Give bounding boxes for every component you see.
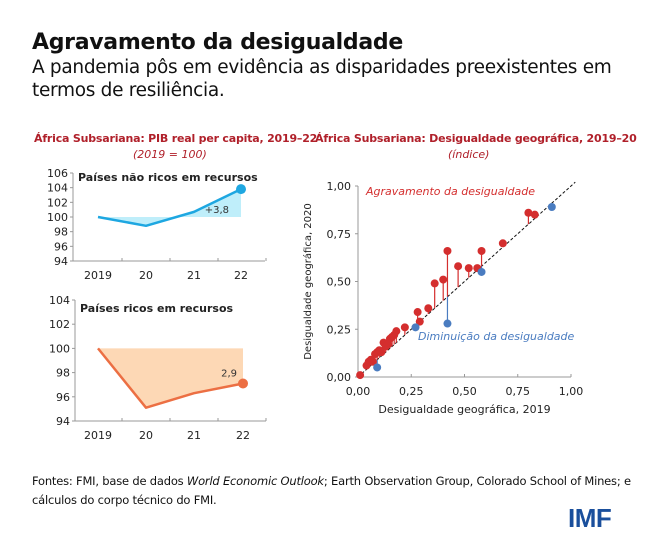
res-end-marker bbox=[238, 378, 248, 389]
nonres-y-tick-label: 100 bbox=[47, 211, 68, 224]
scatter-point-worsening bbox=[454, 262, 463, 271]
scatter-y-tick-label: 0,00 bbox=[327, 371, 352, 384]
scatter-point-worsening bbox=[368, 357, 377, 366]
nonres-y-tick-label: 104 bbox=[47, 182, 68, 195]
res-x-tick-label: 21 bbox=[187, 429, 201, 442]
res-x-tick-label: 2019 bbox=[84, 429, 112, 442]
scatter-x-axis-label: Desigualdade geográfica, 2019 bbox=[378, 403, 550, 416]
scatter-x-tick-label: 0,00 bbox=[346, 385, 371, 398]
nonres-y-tick-label: 94 bbox=[54, 255, 68, 268]
right-panel-subtitle: (índice) bbox=[448, 148, 490, 161]
scatter-point-improving bbox=[547, 203, 556, 212]
res-y-tick-label: 94 bbox=[56, 415, 70, 428]
scatter-point-worsening bbox=[524, 208, 533, 217]
scatter-y-tick-label: 0,50 bbox=[327, 276, 352, 289]
right-panel-title: África Subsariana: Desigualdade geográfi… bbox=[315, 132, 637, 145]
scatter-point-worsening bbox=[430, 279, 439, 288]
res-series-line bbox=[97, 347, 244, 409]
nonres-x-tick-label: 21 bbox=[187, 269, 201, 282]
nonres-x-tick-label: 2019 bbox=[84, 269, 112, 282]
res-x-tick-label: 20 bbox=[139, 429, 153, 442]
res-x-tick-label: 22 bbox=[236, 429, 250, 442]
scatter-y-tick-label: 0,75 bbox=[327, 228, 352, 241]
scatter-point-worsening bbox=[498, 239, 507, 248]
nonres-shaded-area bbox=[98, 189, 241, 226]
scatter-point-worsening bbox=[464, 264, 473, 273]
nonres-y-tick-label: 106 bbox=[47, 167, 68, 180]
scatter-diagonal-line bbox=[357, 181, 576, 378]
res-y-tick-label: 96 bbox=[56, 391, 70, 404]
sources-italic: World Economic Outlook bbox=[186, 474, 324, 488]
footer-sources: Fontes: FMI, base de dados World Economi… bbox=[32, 472, 632, 510]
nonres-end-marker bbox=[236, 184, 246, 195]
scatter-point-worsening bbox=[424, 304, 433, 313]
nonres-x-tick-label: 22 bbox=[234, 269, 248, 282]
scatter-point-worsening bbox=[377, 348, 386, 357]
nonres-x-tick-label: 20 bbox=[139, 269, 153, 282]
scatter-point-improving bbox=[373, 363, 382, 372]
nonres-y-tick-label: 96 bbox=[54, 240, 68, 253]
nonres-y-tick-label: 102 bbox=[47, 196, 68, 209]
res-y-tick-label: 104 bbox=[49, 294, 70, 307]
imf-logo: IMF bbox=[568, 503, 612, 533]
res-y-tick-label: 100 bbox=[49, 342, 70, 355]
scatter-y-axis-label: Desigualdade geográfica, 2020 bbox=[302, 203, 314, 360]
scatter-x-tick-label: 0,25 bbox=[399, 385, 424, 398]
scatter-point-worsening bbox=[356, 371, 365, 380]
res-y-tick-label: 102 bbox=[49, 318, 70, 331]
scatter-y-tick-label: 1,00 bbox=[327, 180, 352, 193]
res-chart-title: Países ricos em recursos bbox=[80, 302, 234, 315]
scatter-point-worsening bbox=[400, 323, 409, 332]
scatter-x-tick-label: 1,00 bbox=[559, 385, 584, 398]
scatter-point-worsening bbox=[439, 275, 448, 284]
nonres-y-tick-label: 98 bbox=[54, 226, 68, 239]
scatter-point-improving bbox=[477, 267, 486, 276]
res-value-label: 2,9 bbox=[221, 368, 237, 379]
scatter-point-worsening bbox=[415, 317, 424, 326]
scatter-x-tick-label: 0,50 bbox=[452, 385, 477, 398]
sources-suffix: ; Earth Observation Group, Colorado Scho… bbox=[32, 474, 631, 507]
nonres-series-line bbox=[97, 188, 242, 228]
scatter-x-tick-label: 0,75 bbox=[506, 385, 531, 398]
scatter-annotation-improving: Diminuição da desigualdade bbox=[418, 330, 575, 343]
scatter-point-improving bbox=[443, 319, 452, 328]
res-y-tick-label: 98 bbox=[56, 367, 70, 380]
page-title: Agravamento da desigualdade bbox=[32, 30, 403, 55]
scatter-point-worsening bbox=[392, 327, 401, 336]
scatter-annotation-worsening: Agravamento da desigualdade bbox=[365, 185, 535, 198]
nonres-value-label: +3,8 bbox=[205, 205, 229, 216]
left-panel-subtitle: (2019 = 100) bbox=[133, 148, 207, 161]
scatter-point-worsening bbox=[443, 246, 452, 255]
left-panel-title: África Subsariana: PIB real per capita, … bbox=[34, 132, 318, 145]
scatter-point-worsening bbox=[477, 246, 486, 255]
sources-prefix: Fontes: FMI, base de dados bbox=[32, 474, 187, 488]
scatter-point-improving bbox=[411, 323, 420, 332]
nonres-chart-title: Países não ricos em recursos bbox=[78, 171, 258, 184]
scatter-y-tick-label: 0,25 bbox=[327, 323, 352, 336]
page-subtitle: A pandemia pôs em evidência as disparida… bbox=[32, 57, 612, 101]
scatter-point-worsening bbox=[413, 308, 422, 317]
scatter-point-worsening bbox=[530, 210, 539, 219]
